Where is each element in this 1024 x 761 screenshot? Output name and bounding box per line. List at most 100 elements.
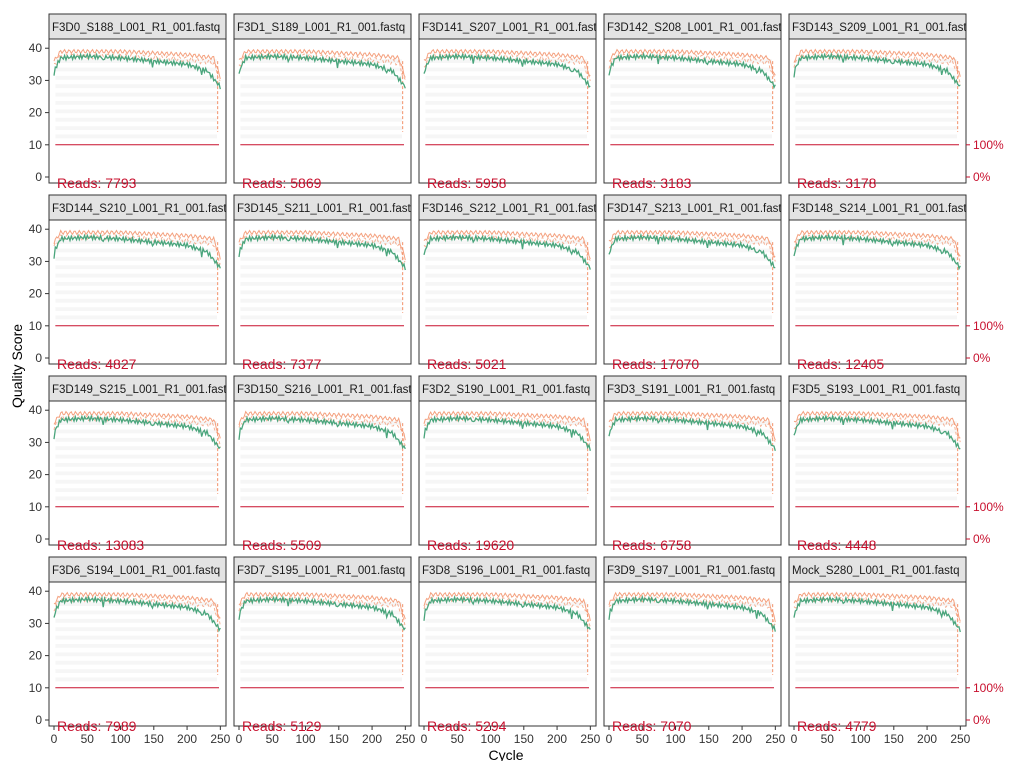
facet-plot-area: [48, 581, 227, 727]
heatmap-band: [795, 265, 958, 270]
heatmap-band: [55, 315, 218, 320]
heatmap-band: [795, 240, 958, 245]
mean-quality-line: [238, 233, 406, 271]
quality-heatmap: [795, 59, 958, 139]
quality-heatmap: [55, 240, 218, 320]
heatmap-band: [240, 660, 403, 665]
heatmap-band: [795, 273, 958, 278]
heatmap-band: [240, 117, 403, 122]
x-tick-label: 150: [144, 732, 164, 746]
heatmap-band: [610, 256, 773, 261]
heatmap-band: [425, 298, 588, 303]
facet-strip: [48, 556, 227, 583]
y-tick-label: 20: [29, 287, 43, 301]
mean-quality-line: [793, 594, 961, 633]
heatmap-band: [55, 109, 218, 114]
upper-quartile-line: [53, 229, 221, 260]
facet-strip: [788, 556, 967, 583]
heatmap-band: [795, 307, 958, 311]
facet-strip: [233, 194, 412, 221]
heatmap-band: [425, 618, 588, 623]
facet-label: F3D6_S194_L001_R1_001.fastq: [52, 565, 220, 577]
heatmap-band: [240, 256, 403, 261]
facet-strip: [418, 556, 597, 583]
secondary-tick-label: 100%: [973, 500, 1004, 514]
secondary-tick-label: 0%: [973, 170, 991, 184]
x-tick-label: 200: [362, 732, 382, 746]
heatmap-band: [795, 618, 958, 623]
facet-plot-area: [233, 219, 412, 365]
mean-quality-line: [608, 51, 776, 90]
facet-label: F3D147_S213_L001_R1_001.fastq: [607, 203, 788, 215]
lower-quartile-line: [609, 233, 776, 262]
heatmap-band: [55, 429, 218, 434]
heatmap-band: [240, 635, 403, 640]
heatmap-band: [425, 471, 588, 476]
heatmap-band: [240, 677, 403, 682]
facet-label: F3D149_S215_L001_R1_001.fastq: [52, 384, 233, 396]
facet-plot-area: [788, 219, 967, 365]
facet-strip: [233, 375, 412, 402]
heatmap-band: [240, 652, 403, 657]
heatmap-band: [55, 298, 218, 303]
facet-label: F3D5_S193_L001_R1_001.fastq: [792, 384, 960, 396]
heatmap-band: [240, 627, 403, 632]
heatmap-band: [425, 256, 588, 261]
heatmap-band: [425, 437, 588, 442]
heatmap-band: [425, 307, 588, 311]
heatmap-band: [795, 429, 958, 434]
facet-plot-area: [788, 581, 967, 727]
heatmap-band: [240, 248, 403, 253]
facet-plot-area: [418, 219, 597, 365]
x-tick-label: 250: [765, 732, 785, 746]
heatmap-band: [240, 101, 403, 105]
facet-panel: F3D145_S211_L001_R1_001.fastq Reads: 7377: [233, 194, 412, 372]
lower-quartile-line: [793, 414, 961, 443]
mean-quality-line: [423, 414, 591, 451]
heatmap-band: [240, 67, 403, 72]
x-tick-label: 100: [111, 732, 131, 746]
facet-panel: F3D2_S190_L001_R1_001.fastq Reads: 19620: [418, 375, 597, 553]
heatmap-band: [425, 496, 588, 501]
quality-heatmap: [425, 59, 588, 139]
heatmap-band: [55, 265, 218, 270]
facet-label: F3D141_S207_L001_R1_001.fastq: [422, 22, 603, 34]
heatmap-band: [610, 59, 773, 64]
heatmap-band: [610, 437, 773, 442]
quality-heatmap: [425, 602, 588, 682]
reads-count-label: Reads: 3178: [797, 175, 877, 191]
facet-panel: F3D149_S215_L001_R1_001.fastq Reads: 1308…: [29, 375, 233, 553]
secondary-tick-label: 0%: [973, 532, 991, 546]
heatmap-band: [55, 644, 218, 648]
upper-quartile-line: [793, 410, 961, 439]
y-tick-label: 0: [35, 713, 42, 727]
mean-quality-line: [238, 414, 406, 450]
heatmap-band: [610, 126, 773, 130]
heatmap-band: [240, 429, 403, 434]
facet-panel: F3D141_S207_L001_R1_001.fastq Reads: 5958: [418, 13, 603, 191]
heatmap-band: [425, 644, 588, 648]
heatmap-band: [55, 488, 218, 492]
x-axis-title: Cycle: [488, 747, 523, 761]
heatmap-band: [795, 437, 958, 442]
secondary-tick-label: 0%: [973, 351, 991, 365]
upper-quartile-line: [793, 48, 961, 77]
facet-plot-area: [233, 400, 412, 546]
heatmap-band: [425, 265, 588, 270]
x-tick-label: 150: [514, 732, 534, 746]
heatmap-band: [240, 273, 403, 278]
heatmap-band: [425, 290, 588, 295]
heatmap-band: [795, 627, 958, 632]
heatmap-band: [610, 429, 773, 434]
y-tick-label: 10: [29, 500, 43, 514]
heatmap-band: [795, 610, 958, 615]
heatmap-band: [240, 109, 403, 114]
x-tick-label: 100: [851, 732, 871, 746]
x-tick-label: 150: [884, 732, 904, 746]
heatmap-band: [240, 496, 403, 501]
facet-grid: F3D0_S188_L001_R1_001.fastq Reads: 7793 0 1…: [29, 13, 1004, 746]
reads-count-label: Reads: 19620: [427, 537, 514, 553]
